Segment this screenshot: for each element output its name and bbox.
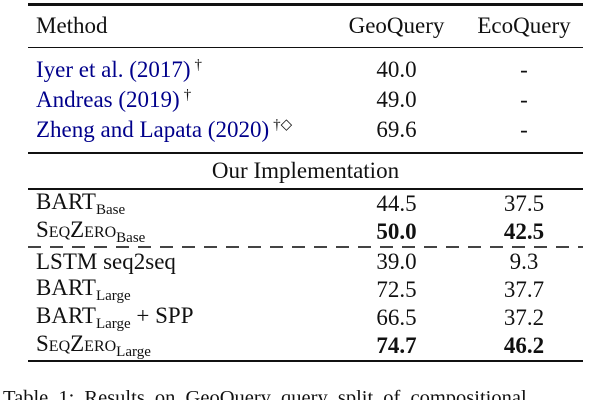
table-header-row: Method GeoQuery EcoQuery	[28, 6, 583, 47]
header-rule	[28, 46, 583, 49]
section-bottom-rule	[28, 188, 583, 190]
method-name: BART	[36, 274, 96, 300]
ecoquery-value: 37.7	[503, 276, 545, 302]
column-header-geoquery: GeoQuery	[348, 13, 445, 39]
geoquery-value: 39.0	[376, 248, 417, 274]
method-name: BART	[36, 302, 96, 328]
ecoquery-value: 9.3	[509, 248, 539, 274]
method-name: SeqZero	[36, 330, 117, 356]
method-size-subscript: Large	[95, 287, 131, 304]
top-rule	[28, 3, 583, 6]
method-cell: LSTM seq2seq	[28, 249, 328, 275]
method-size-subscript: Base	[95, 201, 126, 218]
dashed-separator	[28, 245, 583, 248]
method-name: LSTM seq2seq	[36, 248, 176, 274]
table-row: Iyer et al. (2017) † 40.0 -	[28, 55, 583, 85]
citation-link[interactable]: Iyer et al. (2017)	[36, 57, 191, 83]
method-name: SeqZero	[36, 216, 117, 242]
table-row: BARTLarge 72.5 37.7	[28, 275, 583, 305]
section-rule	[28, 152, 583, 155]
method-size-subscript: Large	[95, 315, 131, 332]
citation-link[interactable]: Zheng and Lapata (2020)	[36, 117, 270, 143]
method-cell: Zheng and Lapata (2020) †◇	[28, 117, 328, 143]
ecoquery-value: 37.2	[503, 304, 545, 330]
implementation-rows: BARTBase 44.5 37.5 SeqZeroBase 50.0 42.5 LSTM …	[28, 189, 583, 361]
geoquery-value: 66.5	[376, 304, 417, 330]
method-cell: BARTLarge	[28, 275, 328, 305]
ecoquery-value: -	[520, 87, 528, 113]
geoquery-value: 49.0	[376, 87, 417, 113]
footnote-marker: †	[183, 87, 192, 104]
column-header-method: Method	[36, 13, 108, 39]
ecoquery-value: 42.5	[503, 218, 545, 244]
table-row: BARTLarge + SPP 66.5 37.2	[28, 303, 583, 333]
geoquery-value: 72.5	[376, 276, 417, 302]
table-row: LSTM seq2seq 39.0 9.3	[28, 248, 583, 276]
method-size-subscript: Large	[116, 343, 151, 360]
method-cell: SeqZeroLarge	[28, 331, 328, 361]
method-cell: SeqZeroBase	[28, 217, 328, 247]
citation-link[interactable]: Andreas (2019)	[36, 87, 180, 113]
ecoquery-value: 46.2	[503, 332, 545, 358]
geoquery-value: 50.0	[376, 218, 417, 244]
footnote-marker: †	[194, 57, 203, 74]
geoquery-value: 40.0	[376, 57, 417, 83]
column-header-ecoquery: EcoQuery	[477, 13, 571, 39]
method-cell: Iyer et al. (2017) †	[28, 57, 328, 83]
ecoquery-value: -	[520, 57, 528, 83]
method-suffix: + SPP	[130, 302, 194, 328]
table-row: SeqZeroBase 50.0 42.5	[28, 217, 583, 247]
table-row: SeqZeroLarge 74.7 46.2	[28, 331, 583, 361]
geoquery-value: 74.7	[376, 332, 417, 358]
method-cell: BARTBase	[28, 189, 328, 219]
table-caption: Table 1: Results on GeoQuery query split…	[3, 387, 527, 400]
method-size-subscript: Base	[116, 229, 146, 246]
method-cell: Andreas (2019) †	[28, 87, 328, 113]
footnote-marker: †◇	[273, 117, 293, 134]
geoquery-value: 44.5	[376, 190, 417, 216]
table-row: BARTBase 44.5 37.5	[28, 189, 583, 219]
method-cell: BARTLarge + SPP	[28, 303, 328, 333]
external-rows: Iyer et al. (2017) † 40.0- Andreas (2019) † 4…	[28, 48, 583, 152]
table-row: Andreas (2019) † 49.0 -	[28, 85, 583, 115]
section-label: Our Implementation	[211, 158, 400, 184]
results-table: Method GeoQuery EcoQuery Iyer et al. (20…	[28, 3, 583, 363]
method-name: BART	[36, 188, 96, 214]
bottom-rule	[28, 359, 583, 363]
table-row: Zheng and Lapata (2020) †◇ 69.6 -	[28, 115, 583, 145]
geoquery-value: 69.6	[376, 117, 417, 143]
ecoquery-value: 37.5	[503, 190, 545, 216]
ecoquery-value: -	[520, 117, 528, 143]
